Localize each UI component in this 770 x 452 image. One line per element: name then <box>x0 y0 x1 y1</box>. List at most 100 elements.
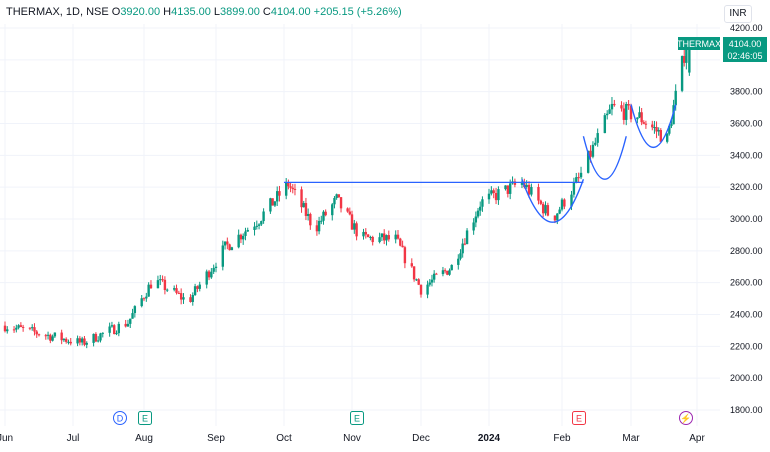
candle-body <box>672 105 675 125</box>
candle-body <box>15 327 18 330</box>
candle-body <box>570 194 573 207</box>
candle-body <box>383 233 386 241</box>
candle-body <box>28 327 32 329</box>
candle-body <box>685 47 688 63</box>
cup-pattern-curve <box>582 136 627 180</box>
candle-body <box>594 142 597 145</box>
earnings-marker <box>138 411 152 425</box>
dividend-marker <box>113 411 127 425</box>
candle-body <box>276 191 279 202</box>
candle-body <box>262 211 265 222</box>
candle-body <box>239 234 243 240</box>
close-label: C <box>262 6 271 18</box>
candle-body <box>544 205 547 214</box>
candle-body <box>608 109 611 114</box>
candle-body <box>525 184 528 187</box>
high-label: H <box>163 6 172 18</box>
candle-body <box>117 323 121 334</box>
candle-body <box>428 282 431 285</box>
candle-body <box>461 243 464 254</box>
open-label: O <box>111 6 121 18</box>
candle-body <box>145 296 148 299</box>
candle-body <box>322 211 325 221</box>
low-value: 3899.00 <box>220 6 260 18</box>
candle-body <box>589 150 592 157</box>
candle-body <box>579 172 583 178</box>
candle-body <box>113 325 116 335</box>
candle-body <box>651 124 654 128</box>
price-tag-bg <box>723 37 767 62</box>
candle-body <box>115 333 118 335</box>
last-price-tag: THERMAX 4104.00 02:46:05 <box>677 37 767 62</box>
candle-body <box>60 332 63 341</box>
candle-body <box>223 241 227 246</box>
candle-body <box>394 234 397 240</box>
candle-body <box>226 241 229 245</box>
price-tick-label: 3400.00 <box>730 150 763 160</box>
time-tick-label: Nov <box>343 433 361 444</box>
candle-body <box>212 267 215 272</box>
cup-pattern-curve <box>521 178 585 223</box>
candle-body <box>655 127 658 132</box>
candle-body <box>255 225 258 227</box>
candle-body <box>172 288 176 290</box>
candle-body <box>94 333 98 342</box>
candle-body <box>339 197 343 209</box>
candle-body <box>459 253 462 259</box>
symbol-title: THERMAX, 1D, NSE <box>6 6 109 18</box>
candle-body <box>53 332 57 337</box>
candle-body <box>175 288 178 293</box>
candle-body <box>596 133 599 143</box>
candle-body <box>448 270 451 275</box>
event-markers[interactable]: D E E E ⚡ <box>113 411 693 425</box>
candle-body <box>331 204 334 216</box>
candle-body <box>419 284 423 295</box>
candle-body <box>253 226 256 230</box>
candle-body <box>606 113 609 116</box>
candle-body <box>110 325 114 327</box>
candle-body <box>492 190 495 194</box>
candle-body <box>85 342 88 345</box>
candle-body <box>487 193 491 200</box>
candle-body <box>465 230 469 245</box>
candle-body <box>463 243 467 245</box>
price-tick-label: 2800.00 <box>730 246 763 256</box>
candle-body <box>680 56 684 91</box>
event-marker-label: E <box>142 414 148 424</box>
candle-body <box>237 234 240 248</box>
candle-body <box>306 213 310 216</box>
candle-body <box>198 284 201 289</box>
price-axis[interactable]: 1800.00 2000.00 2200.00 2400.00 2600.00 2800.… <box>730 23 763 415</box>
candle-body <box>76 338 79 344</box>
candle-body <box>6 329 9 332</box>
candle-body <box>683 56 686 63</box>
candle-body <box>67 341 70 343</box>
candle-body <box>355 223 358 237</box>
candle-body <box>638 112 641 118</box>
event-marker-label: ⚡ <box>680 413 691 425</box>
time-axis[interactable]: Jun Jul Aug Sep Oct Nov Dec 2024 Feb Mar Apr <box>0 433 705 444</box>
candle-body <box>476 210 480 217</box>
candle-body <box>147 284 150 297</box>
candle-body <box>193 286 197 296</box>
drawing-annotations[interactable] <box>284 104 677 223</box>
currency-selector[interactable]: INR <box>724 5 752 23</box>
candle-body <box>688 43 691 73</box>
candle-body <box>317 220 321 232</box>
candle-body <box>366 234 370 238</box>
price-tag-value: 4104.00 <box>729 39 762 49</box>
candle-body <box>189 297 192 302</box>
candle-body <box>412 266 416 280</box>
candle-body <box>257 224 261 226</box>
price-tick-label: 3200.00 <box>730 182 763 192</box>
candle-body <box>149 284 153 289</box>
candle-body <box>396 234 400 239</box>
time-tick-label: Apr <box>689 433 705 444</box>
close-value: 4104.00 <box>270 6 311 18</box>
candle-body <box>166 289 169 291</box>
time-tick-label: Feb <box>553 433 571 444</box>
candle-body <box>546 205 550 216</box>
candle-body <box>350 214 354 230</box>
symbol-tag-bg <box>678 37 720 50</box>
